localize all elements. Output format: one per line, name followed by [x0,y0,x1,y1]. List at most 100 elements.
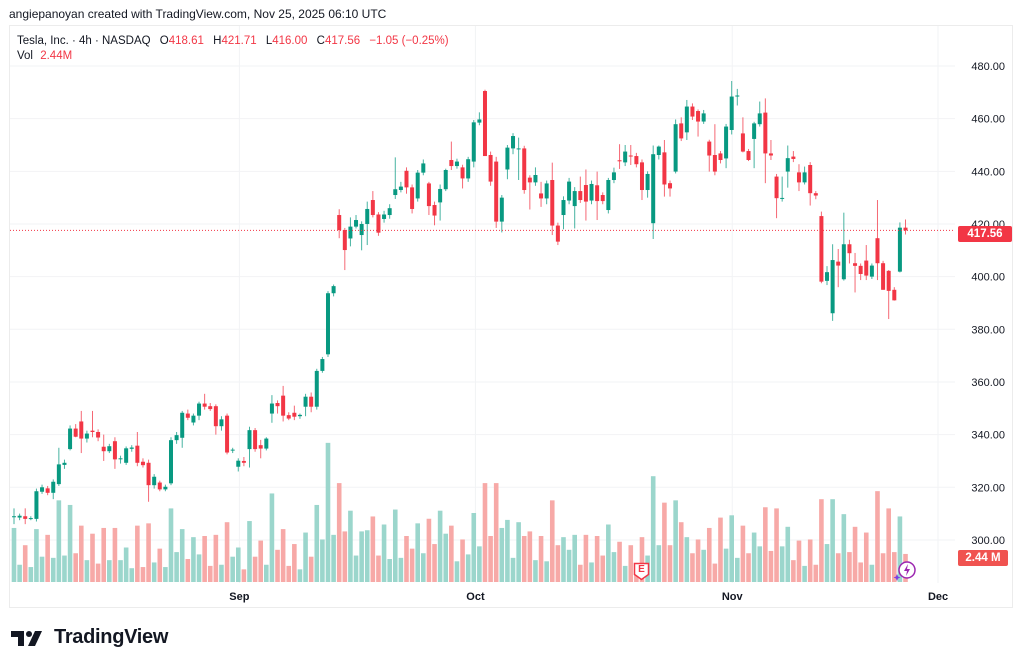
candle-body [785,158,790,172]
candle-body [197,403,202,416]
candle-body [881,263,886,290]
volume-bar [107,560,112,582]
volume-bar [578,564,583,582]
candle-body [320,359,325,371]
candle-body [96,431,101,438]
volume-bar [774,508,779,582]
candle-body [382,214,387,219]
volume-bar [482,483,488,582]
price-tick-label: 320.00 [971,482,1005,494]
volume-bar [146,523,151,582]
low-value: 416.00 [272,35,308,47]
candle-body [679,123,684,139]
candle-body [572,191,577,207]
candle-body [611,172,616,181]
volume-bar [763,507,768,582]
time-tick-label: Oct [466,591,485,603]
volume-bar [163,567,168,582]
candle-body [662,152,667,185]
volume-bar [477,546,482,582]
candle-body [864,260,869,276]
volume-tag: 2.44 M [958,550,1008,566]
candle-body [314,370,319,407]
candle-body [410,187,415,209]
candle-body [230,449,235,451]
volume-bar [499,527,505,582]
volume-bar [308,556,314,582]
candle-body [331,286,336,294]
candle-body [466,159,471,179]
volume-bar [90,533,95,582]
candle-body [253,430,258,450]
volume-bar [544,561,549,582]
volume-bar [824,544,830,582]
candle-body [443,170,448,190]
candle-body [656,146,661,155]
candle-body [174,435,179,441]
candle-body [841,244,846,280]
candle-body [701,113,706,122]
volume-bar [241,569,247,582]
candle-body [499,197,504,222]
candle-body [533,175,538,183]
earnings-marker[interactable]: E [633,562,650,581]
candle-body [281,395,286,416]
candle-body [51,481,56,493]
volume-bar [566,549,572,582]
tradingview-logo[interactable]: TradingView [11,626,168,649]
volume-bar [252,556,258,582]
volume-bar [376,555,381,582]
volume-bar [140,567,146,582]
volume-bar [880,553,886,582]
candle-body [707,141,712,156]
candle-body [875,238,880,264]
price-axis: 300.00320.00340.00360.00380.00400.00420.… [971,61,1005,547]
candle-body [236,460,241,467]
candle-body [45,488,50,493]
candle-body [774,176,779,199]
volume-bar [123,547,129,582]
volume-bar [841,514,847,582]
candle-body [634,156,639,165]
volume-bar [342,531,348,582]
candle-body [578,191,583,201]
volume-bar [101,527,107,582]
volume-bar [510,557,516,582]
volume-bar [807,539,813,582]
volume-bar [891,552,897,582]
candle-body [555,225,560,242]
volume-bar [235,547,241,582]
legend: Tesla, Inc. · 4h · NASDAQ O418.61 H421.7… [17,34,449,64]
volume-bar [196,554,202,582]
candle-body [651,154,656,224]
candle-body [421,163,426,173]
candle-body [438,188,443,203]
volume-bar [897,516,903,582]
candle-body [404,170,409,188]
symbol-title[interactable]: Tesla, Inc. · 4h · NASDAQ [17,35,151,47]
candle-body [348,226,353,239]
candle-body [168,440,173,484]
candle-body [668,183,673,189]
candle-body [825,272,830,281]
volume-bar [168,508,174,582]
candle-body [449,159,454,167]
event-marker[interactable] [892,560,918,582]
volume-bar [465,554,471,582]
candle-body [432,205,437,216]
candle-body [780,197,785,199]
candle-body [90,430,95,432]
volume-bar [331,534,336,582]
volume-bar [549,500,555,582]
candle-body [62,462,67,465]
volume-bar [409,548,415,582]
close-label: C [316,35,325,47]
time-axis: Sep Oct Nov Dec [229,591,948,603]
price-tick-label: 300.00 [971,535,1005,547]
volume-bar [527,531,533,582]
volume-bar [320,539,325,582]
volume-bar [863,532,869,582]
candle-body [185,413,190,418]
candle-body [505,147,510,170]
